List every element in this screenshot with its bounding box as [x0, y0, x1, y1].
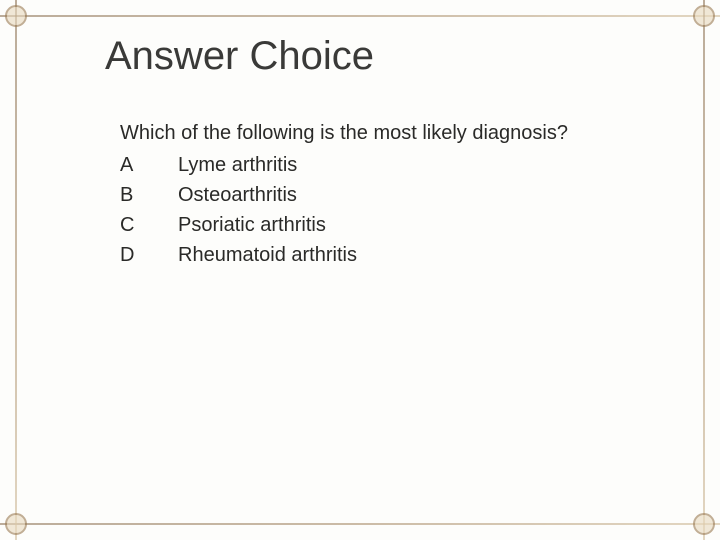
question-text: Which of the following is the most likel… — [120, 118, 568, 148]
decorative-border-left — [15, 0, 17, 540]
corner-ornament-icon — [693, 513, 715, 535]
choice-label: A — [120, 150, 178, 180]
choice-text: Osteoarthritis — [178, 180, 297, 210]
decorative-border-bottom — [0, 523, 720, 525]
corner-ornament-icon — [693, 5, 715, 27]
choice-label: B — [120, 180, 178, 210]
choice-label: C — [120, 210, 178, 240]
choice-text: Lyme arthritis — [178, 150, 297, 180]
corner-ornament-icon — [5, 5, 27, 27]
decorative-border-top — [0, 15, 720, 17]
decorative-border-right — [703, 0, 705, 540]
corner-ornament-icon — [5, 513, 27, 535]
choice-text: Rheumatoid arthritis — [178, 240, 357, 270]
answer-choice-b: B Osteoarthritis — [120, 180, 568, 210]
answer-choice-c: C Psoriatic arthritis — [120, 210, 568, 240]
choice-label: D — [120, 240, 178, 270]
choice-text: Psoriatic arthritis — [178, 210, 326, 240]
answer-choice-a: A Lyme arthritis — [120, 150, 568, 180]
slide-title: Answer Choice — [105, 34, 374, 79]
answer-choice-d: D Rheumatoid arthritis — [120, 240, 568, 270]
question-block: Which of the following is the most likel… — [120, 118, 568, 270]
